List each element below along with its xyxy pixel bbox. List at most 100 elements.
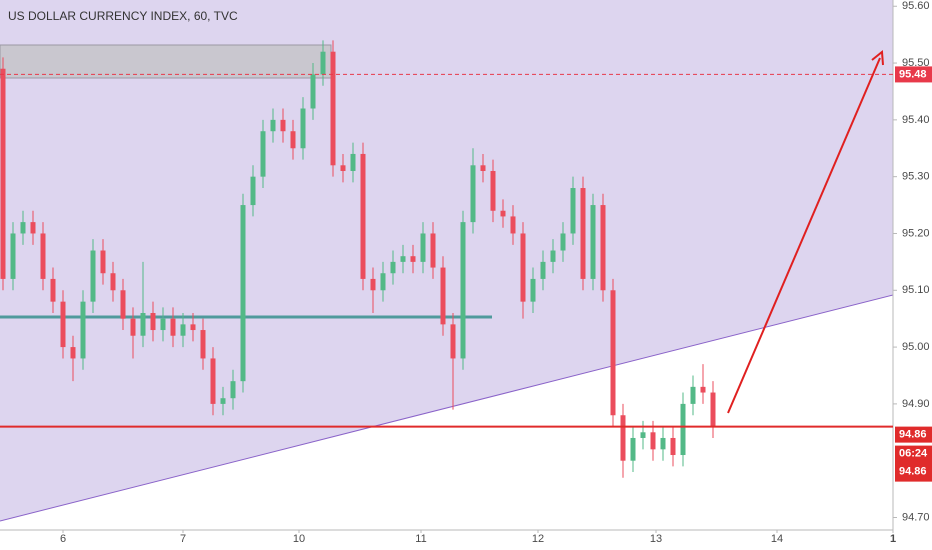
candle-body bbox=[220, 398, 226, 404]
candle-body bbox=[570, 188, 576, 234]
candle-body bbox=[660, 437, 666, 450]
x-tick-label: 12 bbox=[532, 533, 544, 545]
forecast-arrow bbox=[727, 57, 881, 414]
candle-body bbox=[350, 153, 356, 171]
candle-body bbox=[450, 324, 456, 359]
candle-body bbox=[250, 176, 256, 206]
candle-body bbox=[120, 290, 126, 319]
y-tick-label: 95.10 bbox=[902, 284, 930, 296]
candle-body bbox=[80, 301, 86, 359]
candle-body bbox=[70, 347, 76, 359]
candle-body bbox=[90, 250, 96, 302]
candle-body bbox=[50, 278, 56, 302]
last-price-label: 94.86 bbox=[899, 466, 927, 478]
countdown-tag bbox=[895, 445, 932, 482]
candle-body bbox=[300, 108, 306, 149]
marks bbox=[0, 40, 716, 478]
candle-body bbox=[520, 233, 526, 302]
candle-body bbox=[150, 313, 156, 331]
candle-body bbox=[580, 188, 586, 279]
chart-title: US DOLLAR CURRENCY INDEX, 60, TVC bbox=[8, 9, 238, 23]
candle-body bbox=[690, 386, 696, 404]
price-tag bbox=[895, 66, 932, 83]
candle-body bbox=[600, 205, 606, 291]
candle-body bbox=[240, 205, 246, 382]
price-tag-label: 94.86 bbox=[899, 429, 927, 441]
candle-body bbox=[560, 233, 566, 251]
candle-body bbox=[20, 222, 26, 234]
candle-body bbox=[130, 318, 136, 336]
trend-line bbox=[0, 294, 894, 522]
candle-body bbox=[410, 256, 416, 262]
x-tick-label: 6 bbox=[60, 533, 66, 545]
candle-body bbox=[550, 250, 556, 262]
candle-body bbox=[370, 278, 376, 291]
candle-body bbox=[480, 165, 486, 171]
candle-body bbox=[230, 381, 236, 399]
candle-body bbox=[170, 318, 176, 336]
candle-body bbox=[540, 261, 546, 279]
y-tick-label: 94.90 bbox=[902, 398, 930, 410]
candle-body bbox=[200, 330, 206, 359]
y-tick-label: 95.50 bbox=[902, 57, 930, 69]
candle-body bbox=[330, 51, 336, 166]
arrow-head bbox=[871, 50, 884, 66]
candle-body bbox=[510, 216, 516, 234]
candle-body bbox=[400, 256, 406, 262]
range-box bbox=[0, 44, 332, 79]
x-tick-label: 14 bbox=[771, 533, 783, 545]
candle-body bbox=[610, 290, 616, 416]
candle-body bbox=[0, 68, 6, 279]
candle-body bbox=[260, 131, 266, 177]
candle-body bbox=[360, 153, 366, 279]
candle-body bbox=[100, 250, 106, 274]
candle-body bbox=[30, 222, 36, 234]
candle-body bbox=[160, 318, 166, 331]
candle-body bbox=[470, 165, 476, 223]
candle-body bbox=[110, 273, 116, 291]
candle-body bbox=[670, 437, 676, 456]
candle-body bbox=[10, 233, 16, 279]
candle-body bbox=[60, 301, 66, 348]
candle-body bbox=[140, 313, 146, 336]
candle-body bbox=[700, 386, 706, 393]
countdown-label: 06:24 bbox=[899, 448, 928, 460]
candle-body bbox=[500, 210, 506, 217]
candle-body bbox=[590, 205, 596, 279]
y-tick-label: 95.20 bbox=[902, 227, 930, 239]
candle-body bbox=[380, 273, 386, 291]
price-tag bbox=[895, 426, 932, 443]
candle-body bbox=[290, 131, 296, 149]
x-tick-label: 11 bbox=[415, 533, 426, 545]
candle-body bbox=[180, 324, 186, 336]
y-tick-label: 95.00 bbox=[902, 341, 930, 353]
candle-body bbox=[390, 261, 396, 274]
candle-body bbox=[270, 119, 276, 132]
y-tick-label: 94.70 bbox=[902, 511, 930, 523]
candle-body bbox=[460, 222, 466, 359]
candle-body bbox=[280, 119, 286, 132]
x-tick-label: 7 bbox=[180, 533, 186, 545]
candle-body bbox=[530, 278, 536, 302]
candle-body bbox=[440, 267, 446, 325]
candle-body bbox=[320, 51, 326, 75]
candle-body bbox=[620, 415, 626, 461]
candle-body bbox=[190, 324, 196, 331]
x-tick-label: 10 bbox=[293, 533, 305, 545]
x-tick-label: 1 bbox=[890, 533, 896, 545]
y-tick-label: 95.60 bbox=[902, 0, 930, 12]
candle-body bbox=[640, 432, 646, 438]
y-tick-label: 95.30 bbox=[902, 171, 930, 183]
y-tick-label: 95.40 bbox=[902, 114, 930, 126]
candle-body bbox=[340, 165, 346, 171]
candle-body bbox=[420, 233, 426, 262]
candle-body bbox=[430, 233, 436, 268]
candle-body bbox=[630, 437, 636, 461]
candle-body bbox=[490, 170, 496, 211]
x-tick-label: 13 bbox=[650, 533, 662, 545]
candle-body bbox=[650, 432, 656, 450]
candle-body bbox=[710, 392, 716, 427]
candle-body bbox=[310, 74, 316, 109]
